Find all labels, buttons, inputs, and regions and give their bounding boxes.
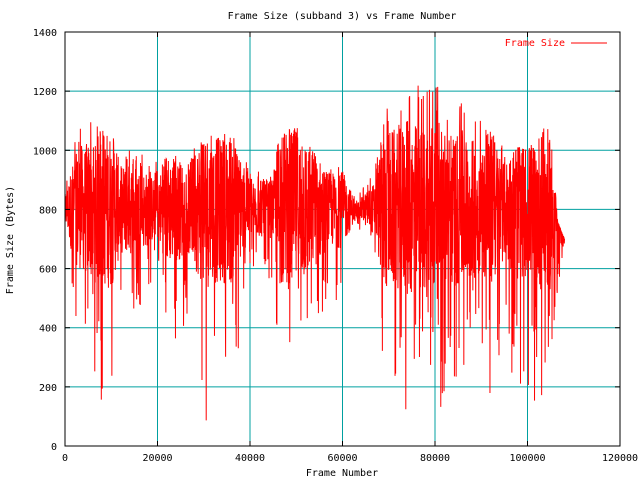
x-tick-label: 20000 xyxy=(142,453,172,464)
x-axis-label: Frame Number xyxy=(306,468,378,479)
legend: Frame Size xyxy=(505,38,607,49)
x-tick-label: 100000 xyxy=(509,453,545,464)
y-axis-label: Frame Size (Bytes) xyxy=(5,186,16,294)
y-tick-label: 0 xyxy=(51,442,57,453)
axis-ticks xyxy=(64,31,621,447)
x-tick-label: 40000 xyxy=(235,453,265,464)
y-tick-label: 400 xyxy=(39,324,57,335)
series-line-frame-size xyxy=(64,85,565,421)
y-tick-label: 200 xyxy=(39,383,57,394)
x-tick-label: 0 xyxy=(62,453,68,464)
series-frame-size xyxy=(64,85,565,421)
y-tick-label: 800 xyxy=(39,205,57,216)
y-tick-label: 600 xyxy=(39,265,57,276)
x-tick-label: 120000 xyxy=(602,453,638,464)
legend-label: Frame Size xyxy=(505,38,565,49)
x-tick-label: 80000 xyxy=(420,453,450,464)
chart-title: Frame Size (subband 3) vs Frame Number xyxy=(228,11,457,22)
tick-labels: 0 20000 40000 60000 80000 100000 120000 0 200 400… xyxy=(33,28,638,464)
y-tick-label: 1400 xyxy=(33,28,57,39)
x-tick-label: 60000 xyxy=(327,453,357,464)
y-tick-label: 1200 xyxy=(33,87,57,98)
y-tick-label: 1000 xyxy=(33,146,57,157)
